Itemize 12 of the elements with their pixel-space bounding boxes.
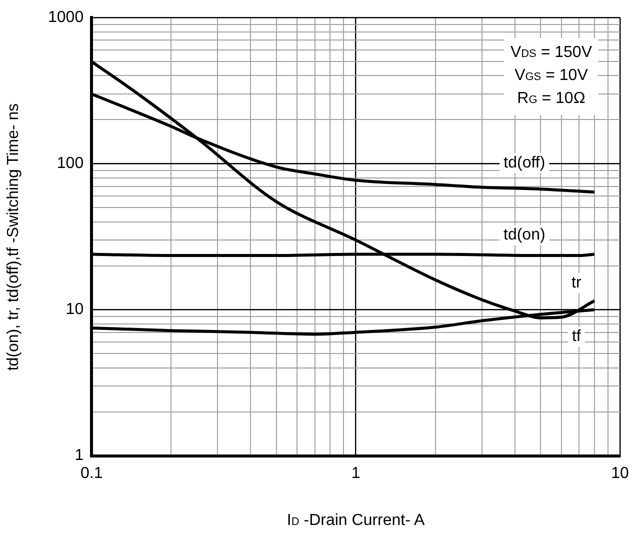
x-tick-label: 1 (351, 464, 360, 482)
x-tick-label: 0.1 (80, 464, 103, 482)
y-tick-label: 1000 (48, 9, 84, 26)
y-tick-label: 100 (56, 155, 84, 172)
series-label: tf (572, 328, 582, 346)
series-label: td(on) (504, 226, 546, 244)
series-label: td(off) (504, 154, 546, 172)
x-tick-label: 10 (611, 464, 629, 482)
y-axis-title: td(on), tr, td(off),tf -Switching Time- ns (5, 103, 23, 370)
series-label: tr (572, 274, 582, 292)
y-tick-label: 10 (66, 301, 84, 318)
y-tick-label: 1 (74, 447, 84, 464)
